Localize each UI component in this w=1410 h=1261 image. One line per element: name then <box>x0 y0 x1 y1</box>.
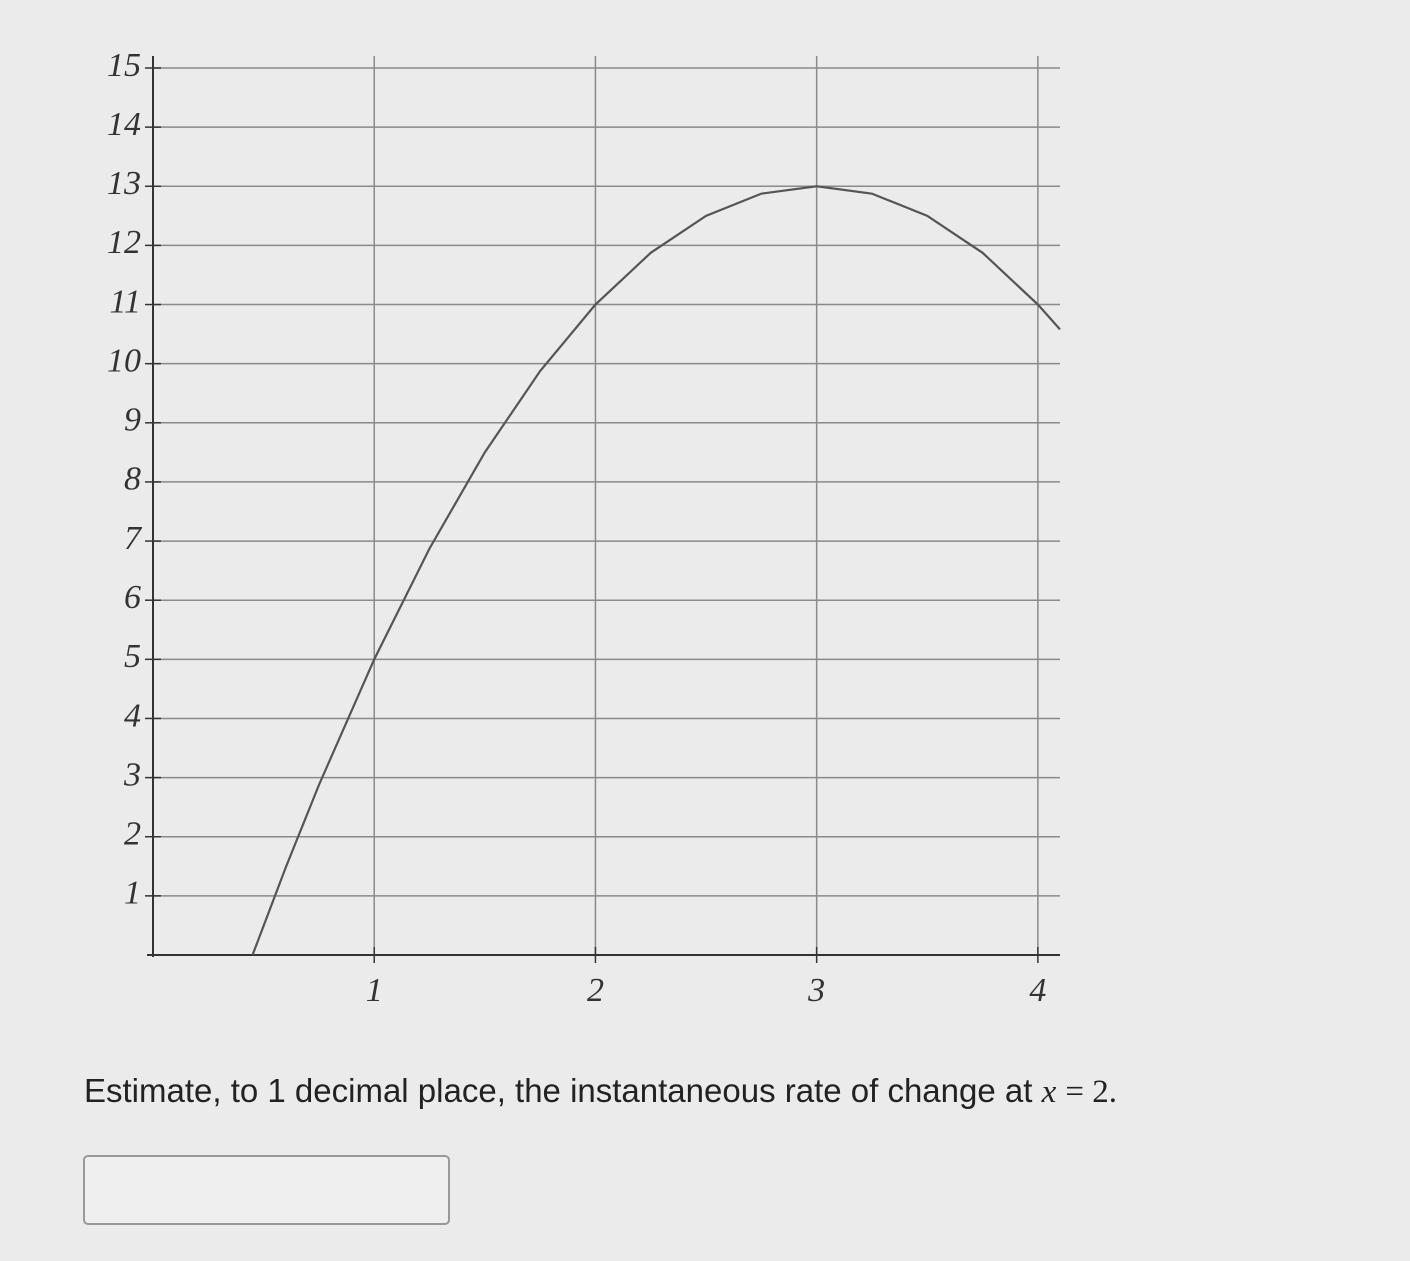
math-rest: = 2. <box>1065 1074 1118 1110</box>
curve <box>251 185 1061 956</box>
y-tick-label: 8 <box>124 461 141 498</box>
y-tick-label: 12 <box>107 224 141 261</box>
x-tick-label: 3 <box>807 972 825 1009</box>
y-tick-label: 9 <box>124 402 141 439</box>
x-tick-label: 2 <box>587 972 604 1009</box>
question-text: Estimate, to 1 decimal place, the instan… <box>84 1072 1033 1109</box>
y-tick-label: 13 <box>107 165 141 202</box>
y-tick-label: 1 <box>124 875 141 912</box>
x-tick-label: 4 <box>1029 972 1046 1009</box>
y-tick-label: 7 <box>124 520 143 557</box>
y-tick-label: 15 <box>107 47 141 84</box>
y-tick-label: 11 <box>110 283 141 320</box>
y-tick-label: 6 <box>124 579 141 616</box>
math-variable: x <box>1041 1074 1057 1110</box>
question: Estimate, to 1 decimal place, the instan… <box>84 1072 1117 1111</box>
y-tick-label: 2 <box>124 816 141 853</box>
y-tick-label: 3 <box>123 756 141 793</box>
y-tick-label: 5 <box>124 638 141 675</box>
y-tick-label: 10 <box>107 342 141 379</box>
answer-input[interactable] <box>83 1155 450 1225</box>
y-tick-label: 4 <box>124 697 141 734</box>
y-tick-label: 14 <box>107 106 141 143</box>
x-tick-label: 1 <box>366 972 383 1009</box>
